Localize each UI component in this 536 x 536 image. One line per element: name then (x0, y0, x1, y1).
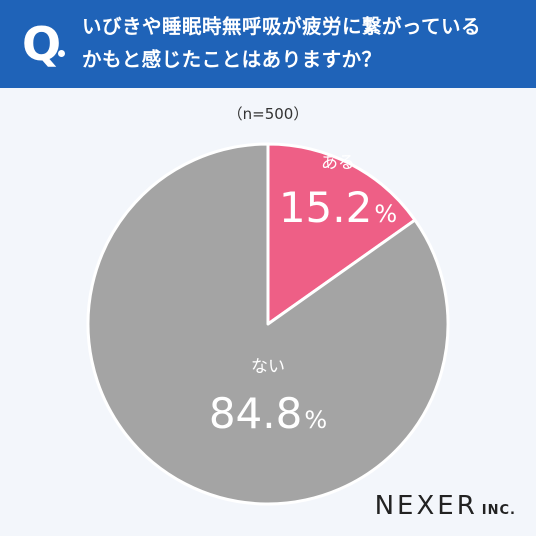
slice-label-yes: ある (321, 153, 355, 173)
brand-name: NEXER (374, 491, 478, 521)
slice-label-no: ない (251, 357, 285, 377)
q-mark: Q (22, 17, 62, 71)
q-dot (58, 50, 65, 57)
brand-logo: NEXER INC. (375, 491, 516, 521)
question-line-2: かもと感じたことはありますか？ (82, 48, 382, 71)
sample-size-label: （n=500） (227, 105, 309, 123)
slice-value-no: 84.8% (209, 389, 327, 438)
question-text: いびきや睡眠時無呼吸が疲労に繋がっている かもと感じたことはありますか？ (82, 10, 526, 76)
pie-slice-no (86, 142, 450, 506)
brand-suffix: INC. (481, 503, 516, 518)
question-header: Q いびきや睡眠時無呼吸が疲労に繋がっている かもと感じたことはありますか？ (0, 0, 536, 88)
slice-value-yes: 15.2% (279, 183, 397, 232)
pie-slice-yes (266, 142, 417, 326)
question-line-1: いびきや睡眠時無呼吸が疲労に繋がっている (82, 15, 482, 38)
